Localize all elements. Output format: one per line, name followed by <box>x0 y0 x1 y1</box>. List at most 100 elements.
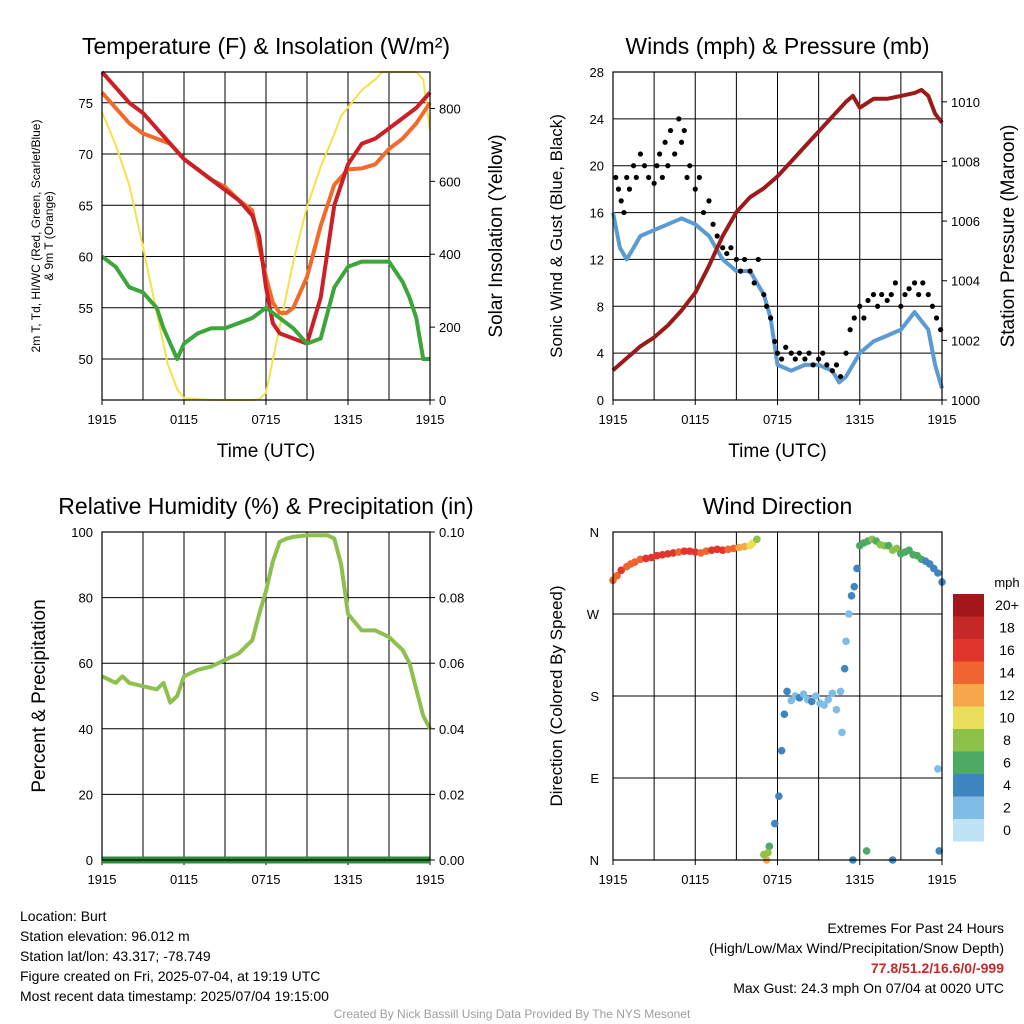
gust-point <box>820 350 826 356</box>
y-tick-label: 24 <box>590 112 604 127</box>
x-tick-label: 1315 <box>334 872 363 887</box>
gust-point <box>751 280 757 286</box>
colorbar-label: 14 <box>999 665 1015 681</box>
x-tick-label: 0115 <box>170 872 198 887</box>
gust-point <box>847 327 853 333</box>
direction-point <box>838 728 846 737</box>
gust-point <box>641 163 648 169</box>
gust-point <box>861 315 867 321</box>
gust-point <box>615 186 622 192</box>
y-tick-label: 16 <box>590 206 604 221</box>
y-axis-label-line-1: 2m T, Td, HI/WC (Red, Green, Scarlet/Blu… <box>29 120 43 353</box>
gust-point <box>792 356 798 362</box>
direction-point <box>820 701 828 709</box>
series-line-1 <box>101 533 432 730</box>
gust-point <box>774 350 781 356</box>
colorbar-label: 6 <box>1003 755 1011 771</box>
gust-point <box>646 174 652 181</box>
x-tick-label: 1315 <box>845 412 874 427</box>
y-tick-label: E <box>590 771 599 786</box>
gust-point <box>667 127 674 134</box>
gust-point <box>761 291 767 298</box>
direction-point <box>842 637 850 646</box>
colorbar-swatch <box>953 819 984 842</box>
chart-title: Winds (mph) & Pressure (mb) <box>625 33 929 59</box>
gust-point <box>618 198 624 204</box>
direction-point <box>847 591 856 600</box>
series-line-3 <box>100 70 432 346</box>
y2-tick-label: 800 <box>439 101 461 116</box>
y2-tick-label: 400 <box>439 247 461 262</box>
colorbar-label: 8 <box>1003 732 1011 748</box>
y-tick-label: S <box>590 689 599 704</box>
y-tick-label: 50 <box>79 352 93 367</box>
y-tick-label: 0 <box>86 853 93 868</box>
gust-point <box>737 268 744 274</box>
gust-point <box>851 315 857 321</box>
y2-tick-label: 1002 <box>951 333 980 348</box>
gust-point <box>884 297 890 304</box>
y-tick-label: N <box>590 525 599 540</box>
direction-point <box>783 687 791 696</box>
x-tick-label: 1915 <box>928 412 957 427</box>
gust-point <box>920 280 926 286</box>
direction-point <box>828 689 837 698</box>
gust-point <box>829 368 835 374</box>
y-tick-label: 75 <box>79 96 93 111</box>
x-axis-label: Time (UTC) <box>728 441 827 462</box>
gust-point <box>933 315 940 321</box>
y-tick-label: 12 <box>590 252 604 267</box>
gust-point <box>728 245 734 251</box>
colorbar-swatch <box>953 661 984 684</box>
y2-tick-label: 1008 <box>951 154 980 169</box>
x-tick-label: 1915 <box>928 872 957 887</box>
y-tick-label: 40 <box>79 722 93 737</box>
colorbar-swatch <box>953 774 984 797</box>
y-tick-label: 100 <box>71 525 93 540</box>
x-tick-label: 1915 <box>88 872 117 887</box>
y2-tick-label: 0.08 <box>439 591 464 606</box>
gust-point <box>720 245 726 251</box>
gust-point <box>857 303 863 309</box>
station-location: Location: Burt <box>20 908 107 924</box>
y2-tick-label: 1000 <box>951 393 980 408</box>
direction-point <box>799 690 808 698</box>
y2-tick-label: 1010 <box>951 95 980 110</box>
plot-frame <box>612 71 943 401</box>
x-tick-label: 0115 <box>681 412 709 427</box>
direction-point <box>836 687 845 696</box>
gust-point <box>630 163 637 169</box>
figure-created: Figure created on Fri, 2025-07-04, at 19… <box>20 968 321 984</box>
station-elevation: Station elevation: 96.012 m <box>20 928 190 944</box>
colorbar-label: 0 <box>1003 822 1011 838</box>
colorbar-swatch <box>953 594 984 617</box>
y-tick-label: 20 <box>79 787 93 802</box>
colorbar-label: 4 <box>1003 777 1011 793</box>
y-tick-label: 70 <box>79 147 93 162</box>
x-tick-label: 0715 <box>252 872 281 887</box>
gust-point <box>665 163 671 169</box>
x-tick-label: 0715 <box>252 412 281 427</box>
chart-panel-2: 0 4 8 12 16 20 24 28 1000 1002 1004 1006 1008 1010 191… <box>547 33 1019 462</box>
y-axis-label: Percent & Precipitation <box>29 599 50 792</box>
y-tick-label: 28 <box>590 65 604 80</box>
x-tick-label: 1915 <box>416 872 445 887</box>
gust-point <box>651 180 657 186</box>
gust-point <box>684 174 690 181</box>
x-tick-label: 0715 <box>763 872 792 887</box>
gust-point <box>714 233 720 239</box>
gust-point <box>916 291 922 298</box>
gust-point <box>874 303 881 309</box>
chart-title: Temperature (F) & Insolation (W/m²) <box>82 33 450 59</box>
direction-point <box>844 610 853 618</box>
colorbar-label: 10 <box>999 710 1015 726</box>
y2-tick-label: 0.06 <box>439 656 464 671</box>
gust-point <box>906 286 912 292</box>
gust-point <box>755 256 761 263</box>
direction-point <box>840 664 849 673</box>
colorbar-title: mph <box>994 575 1019 590</box>
direction-point <box>853 564 861 573</box>
y-axis-label: Sonic Wind & Gust (Blue, Black) <box>547 114 566 358</box>
y-tick-label: 20 <box>590 159 604 174</box>
gust-point <box>879 291 885 298</box>
